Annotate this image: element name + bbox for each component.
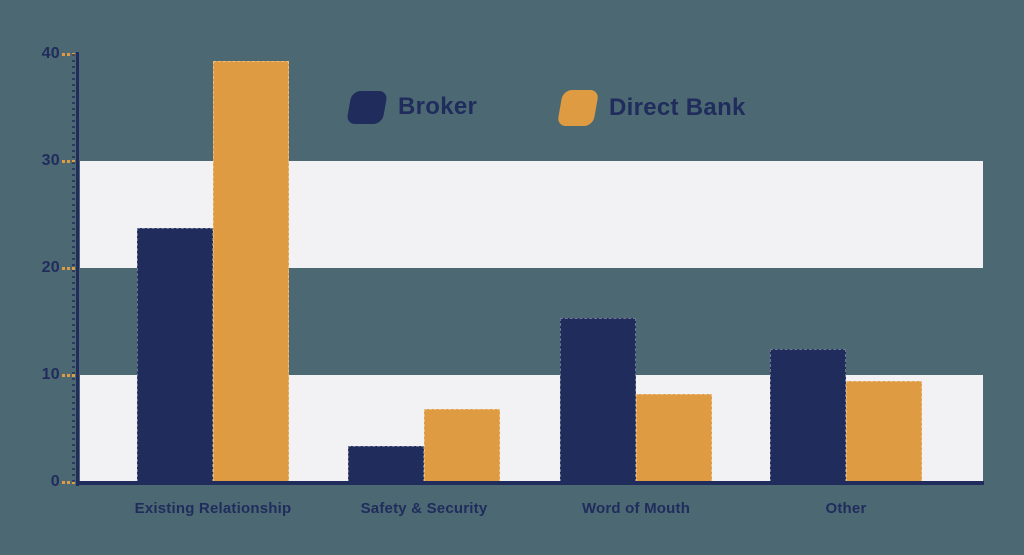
y-tick-mark-40 bbox=[62, 53, 76, 56]
bar-direct-bank-safety-security bbox=[424, 409, 500, 482]
y-tick-mark-0 bbox=[62, 481, 76, 484]
y-tick-mark-10 bbox=[62, 374, 76, 377]
x-axis-label-safety-security: Safety & Security bbox=[360, 500, 488, 517]
x-axis-line bbox=[76, 481, 984, 485]
legend-label-direct-bank: Direct Bank bbox=[609, 94, 746, 121]
bar-direct-bank-other bbox=[846, 381, 922, 482]
y-tick-label-10: 10 bbox=[41, 366, 60, 383]
bar-broker-word-of-mouth bbox=[560, 318, 636, 482]
bar-broker-existing-relationship bbox=[137, 228, 213, 482]
y-tick-mark-20 bbox=[62, 267, 76, 270]
bar-broker-other bbox=[770, 349, 846, 482]
legend-label-broker: Broker bbox=[398, 93, 478, 120]
legend-item-direct-bank: Direct Bank bbox=[556, 90, 746, 126]
y-axis-minor-ticks bbox=[72, 54, 75, 482]
y-tick-label-40: 40 bbox=[41, 45, 60, 62]
y-tick-label-30: 30 bbox=[41, 152, 60, 169]
direct-bank-swatch-icon bbox=[556, 90, 600, 126]
y-tick-label-20: 20 bbox=[41, 259, 60, 276]
broker-swatch-icon bbox=[346, 90, 388, 124]
legend-item-broker: Broker bbox=[346, 90, 478, 124]
bar-direct-bank-existing-relationship bbox=[213, 61, 289, 482]
x-axis-label-existing-relationship: Existing Relationship bbox=[134, 500, 292, 517]
y-tick-label-0: 0 bbox=[50, 473, 60, 490]
bar-direct-bank-word-of-mouth bbox=[636, 394, 712, 482]
y-axis-line bbox=[76, 52, 79, 486]
x-axis-label-word-of-mouth: Word of Mouth bbox=[581, 500, 691, 517]
bar-broker-safety-security bbox=[348, 446, 424, 482]
y-tick-mark-30 bbox=[62, 160, 76, 163]
x-axis-label-other: Other bbox=[825, 500, 867, 517]
